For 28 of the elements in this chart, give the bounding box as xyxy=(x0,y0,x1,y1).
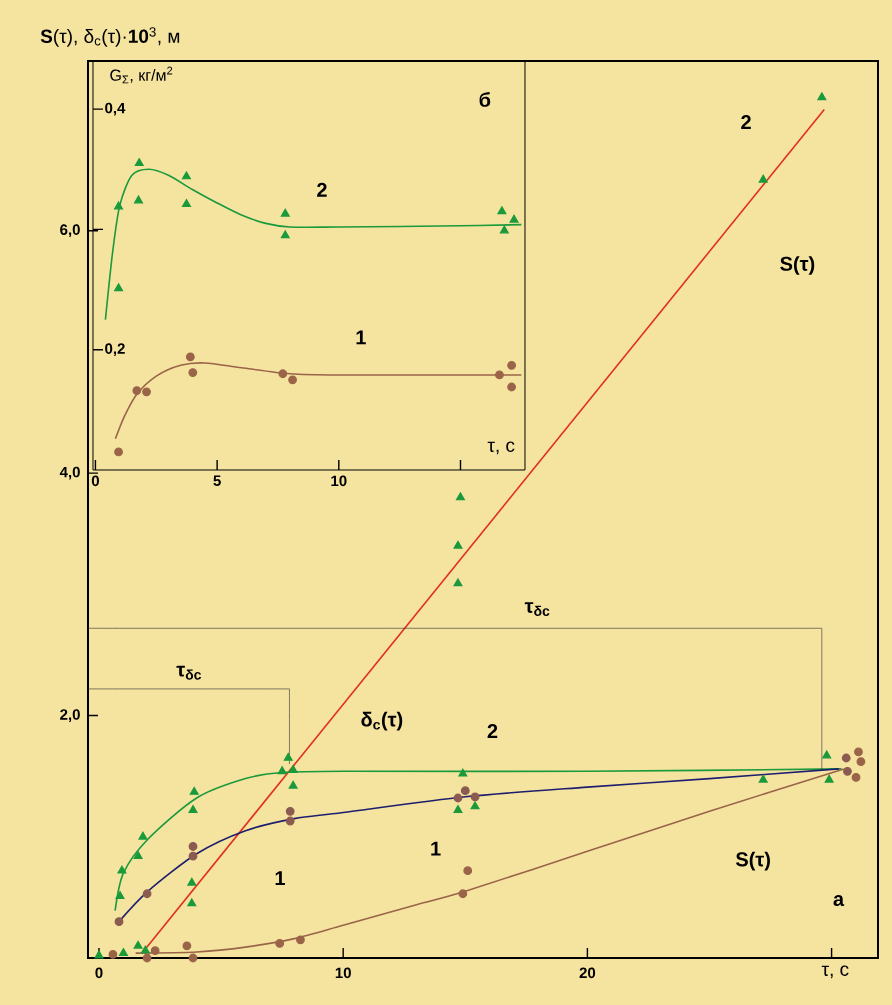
annotation: S(τ) xyxy=(735,851,770,871)
annotation: S(τ) xyxy=(780,256,815,275)
annotation: 1 xyxy=(431,841,441,856)
x-tick-label: 0 xyxy=(95,967,103,979)
y-axis-title: S(τ), δ$_{c}$(τ)·10$^{3}$, м xyxy=(40,27,180,47)
annotation: 2 xyxy=(487,724,498,739)
x-axis-title: τ, с xyxy=(487,441,515,455)
annotation: 2 xyxy=(317,182,327,197)
y-tick-label: 4,0 xyxy=(59,466,80,480)
annotation: τ$_{δc}$ xyxy=(176,665,202,680)
x-tick-label: 20 xyxy=(579,967,596,979)
annotation: 1 xyxy=(275,871,285,886)
annotation: τ$_{δc}$ xyxy=(524,602,550,616)
annotation: 2 xyxy=(741,115,751,129)
x-tick-label: 5 xyxy=(213,475,221,486)
x-tick-label: 0 xyxy=(91,475,99,487)
annotation: δ$_{c}$(τ) xyxy=(361,711,403,731)
annotation: 1 xyxy=(356,330,366,345)
x-tick-label: 10 xyxy=(331,475,347,487)
x-axis-title: τ, с xyxy=(821,965,849,979)
y-tick-label: 0,2 xyxy=(105,343,125,357)
x-tick-label: 10 xyxy=(335,967,351,979)
annotation: а xyxy=(833,895,845,907)
annotation: б xyxy=(479,92,491,107)
y-axis-title: G$_{Σ}$, кг/м$^{2}$ xyxy=(110,66,173,84)
y-tick-label: 0,4 xyxy=(105,102,126,116)
y-tick-label: 2,0 xyxy=(60,709,80,722)
y-tick-label: 6,0 xyxy=(60,224,80,238)
